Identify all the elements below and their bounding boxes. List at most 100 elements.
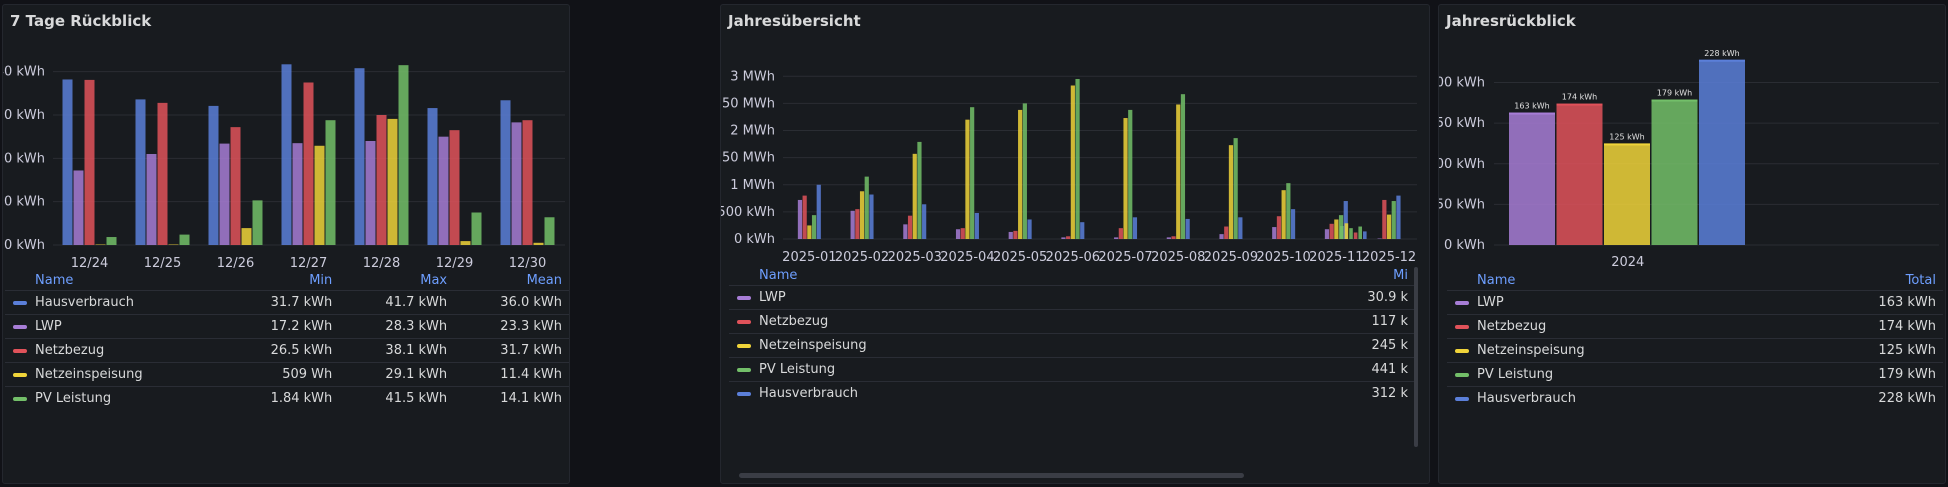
bar-netzeinspeisung[interactable] [1070, 85, 1075, 239]
bar-netzeinspeisung[interactable] [241, 228, 252, 245]
bar-netzeinspeisung[interactable] [460, 241, 471, 245]
bar-lwp[interactable] [1061, 237, 1066, 239]
bar-extra[interactable] [1363, 231, 1367, 239]
bar-netzbezug[interactable] [230, 127, 241, 245]
legend-series-name[interactable]: LWP [759, 290, 786, 305]
bar-netzbezug[interactable] [1382, 199, 1387, 239]
bar-netzeinspeisung[interactable] [314, 145, 325, 245]
bar-netzbezug[interactable] [1276, 216, 1282, 239]
bar-lwp[interactable] [1324, 229, 1330, 239]
bar-lwp[interactable] [1509, 112, 1555, 245]
bar-pv-leistung[interactable] [970, 107, 975, 239]
bar-extra[interactable] [1349, 228, 1353, 239]
bar-netzeinspeisung[interactable] [1176, 104, 1181, 239]
legend-series-name[interactable]: Netzeinspeisung [35, 367, 143, 382]
legend-row[interactable]: Hausverbrauch 312 k [729, 381, 1415, 405]
bar-lwp[interactable] [797, 199, 803, 239]
bar-netzeinspeisung[interactable] [965, 119, 970, 239]
bar-hausverbrauch[interactable] [1185, 218, 1190, 239]
bar-netzeinspeisung[interactable] [912, 153, 917, 239]
bar-netzbezug[interactable] [960, 228, 965, 239]
bar-netzeinspeisung[interactable] [1386, 214, 1392, 239]
bar-netzeinspeisung[interactable] [95, 244, 106, 246]
bar-extra[interactable] [1344, 223, 1349, 239]
legend-row[interactable]: Netzeinspeisung 245 k [729, 333, 1415, 358]
bar-pv-leistung[interactable] [1651, 99, 1698, 245]
legend-series-name[interactable]: Netzbezug [1477, 319, 1547, 334]
legend-row[interactable]: LWP 163 kWh [1447, 290, 1943, 315]
bar-extra[interactable] [1358, 226, 1362, 239]
bar-netzbezug[interactable] [376, 115, 387, 245]
bar-netzbezug[interactable] [449, 130, 460, 245]
legend-row[interactable]: Hausverbrauch 31.7 kWh 41.7 kWh 36.0 kWh [5, 290, 569, 315]
bar-netzbezug[interactable] [303, 82, 314, 246]
bar-lwp[interactable] [955, 229, 961, 239]
bar-netzeinspeisung[interactable] [807, 225, 812, 239]
bar-pv-leistung[interactable] [1233, 138, 1238, 239]
bar-netzbezug[interactable] [1224, 226, 1229, 239]
legend-series-name[interactable]: Netzbezug [759, 314, 829, 329]
legend-row[interactable]: PV Leistung 179 kWh [1447, 362, 1943, 387]
bar-hausverbrauch[interactable] [208, 105, 219, 246]
legend-row[interactable]: LWP 17.2 kWh 28.3 kWh 23.3 kWh [5, 314, 569, 339]
bar-pv-leistung[interactable] [544, 217, 555, 245]
legend-row[interactable]: Netzeinspeisung 509 Wh 29.1 kWh 11.4 kWh [5, 362, 569, 387]
legend-header-name[interactable]: Name [1477, 272, 1516, 288]
legend-header-mean[interactable]: Mean [526, 272, 562, 288]
bar-netzbezug[interactable] [1171, 236, 1176, 239]
bar-netzbezug[interactable] [1118, 228, 1123, 239]
legend-series-name[interactable]: LWP [35, 319, 62, 334]
bar-netzbezug[interactable] [1066, 236, 1071, 239]
bar-hausverbrauch[interactable] [1290, 209, 1296, 239]
legend-row[interactable]: Netzbezug 117 k [729, 309, 1415, 334]
bar-pv-leistung[interactable] [325, 120, 336, 245]
bar-hausverbrauch[interactable] [135, 99, 146, 246]
bar-lwp[interactable] [146, 154, 157, 245]
legend-series-name[interactable]: PV Leistung [759, 362, 836, 377]
bar-hausverbrauch[interactable] [427, 108, 438, 245]
bar-netzbezug[interactable] [157, 102, 168, 245]
bar-netzbezug[interactable] [1329, 223, 1334, 239]
legend-header-name[interactable]: Name [35, 272, 74, 288]
bar-lwp[interactable] [292, 143, 303, 245]
bar-pv-leistung[interactable] [917, 141, 922, 239]
bar-lwp[interactable] [1166, 237, 1171, 239]
bar-pv-leistung[interactable] [1075, 78, 1080, 239]
bar-hausverbrauch[interactable] [354, 68, 365, 245]
bar-hausverbrauch[interactable] [1238, 217, 1243, 239]
bar-netzeinspeisung[interactable] [1018, 109, 1023, 239]
bar-lwp[interactable] [365, 141, 376, 245]
bar-hausverbrauch[interactable] [1132, 217, 1138, 239]
bar-hausverbrauch[interactable] [1080, 222, 1085, 239]
bar-hausverbrauch[interactable] [62, 79, 73, 245]
legend-row[interactable]: PV Leistung 1.84 kWh 41.5 kWh 14.1 kWh [5, 386, 569, 410]
legend-header-name[interactable]: Name [759, 267, 798, 283]
bar-pv-leistung[interactable] [471, 212, 482, 246]
bar-netzbezug[interactable] [84, 79, 95, 246]
bar-pv-leistung[interactable] [106, 237, 117, 245]
bar-hausverbrauch[interactable] [500, 100, 511, 246]
bar-netzbezug[interactable] [802, 195, 807, 239]
bar-hausverbrauch[interactable] [922, 204, 927, 239]
bar-lwp[interactable] [1008, 231, 1013, 239]
bar-extra[interactable] [1340, 225, 1344, 239]
bar-pv-leistung[interactable] [1180, 94, 1186, 239]
bar-pv-leistung[interactable] [864, 176, 869, 239]
bar-netzeinspeisung[interactable] [1123, 118, 1128, 239]
bar-pv-leistung[interactable] [398, 65, 409, 245]
bar-netzeinspeisung[interactable] [1228, 145, 1234, 239]
bar-hausverbrauch[interactable] [816, 184, 821, 239]
bar-netzbezug[interactable] [522, 120, 533, 245]
bar-extra[interactable] [1353, 232, 1358, 239]
legend-series-name[interactable]: Netzeinspeisung [1477, 343, 1585, 358]
bar-lwp[interactable] [850, 210, 855, 239]
bar-hausverbrauch[interactable] [281, 64, 292, 245]
bar-hausverbrauch[interactable] [974, 212, 979, 239]
bar-hausverbrauch[interactable] [1699, 59, 1745, 245]
bar-netzbezug[interactable] [1013, 230, 1018, 239]
bar-netzeinspeisung[interactable] [1334, 219, 1339, 239]
legend-row[interactable]: LWP 30.9 k [729, 285, 1415, 310]
bar-netzeinspeisung[interactable] [1604, 143, 1650, 245]
legend-series-name[interactable]: Hausverbrauch [35, 295, 134, 310]
bar-hausverbrauch[interactable] [1343, 201, 1348, 239]
